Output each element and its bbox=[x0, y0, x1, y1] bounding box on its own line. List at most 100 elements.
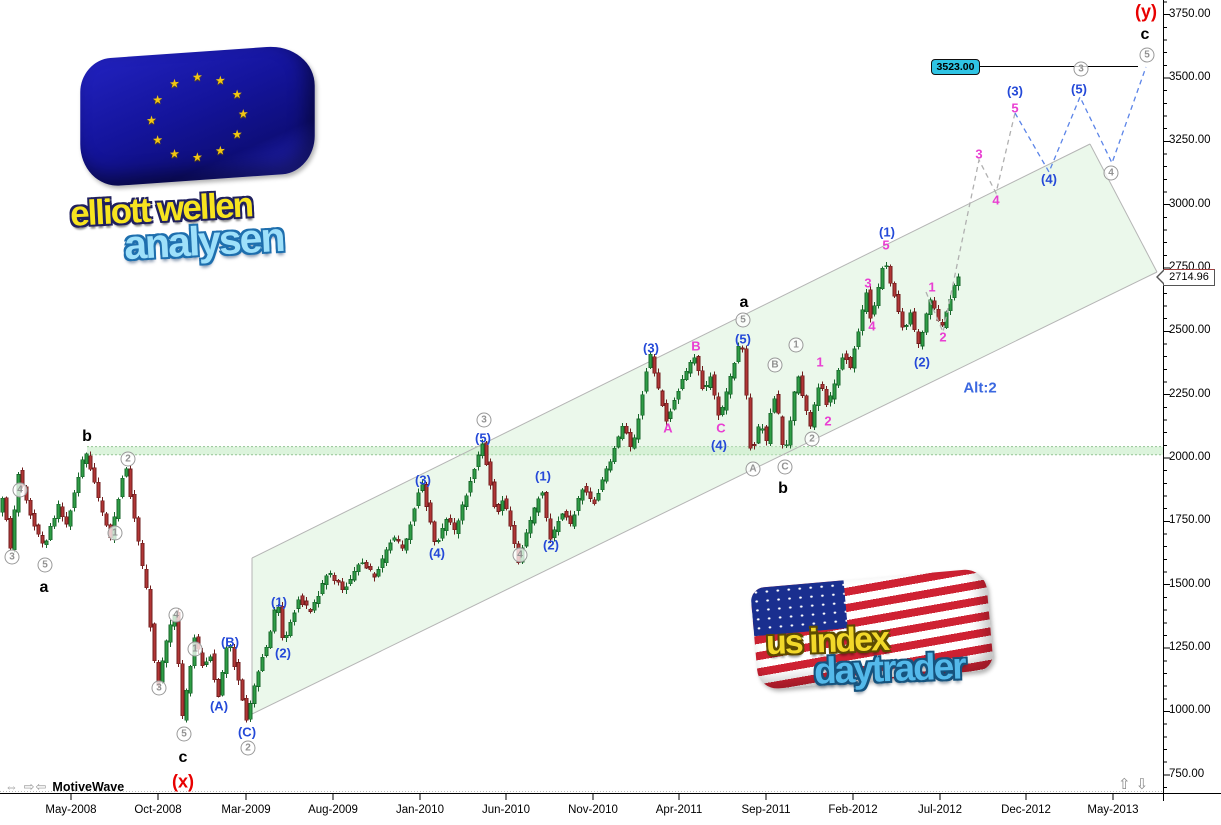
candle bbox=[224, 646, 229, 679]
candle bbox=[220, 669, 225, 697]
wave-label-blue: (5) bbox=[1071, 81, 1087, 97]
wave-label-blue: (4) bbox=[429, 545, 445, 561]
candle bbox=[532, 506, 537, 526]
candle bbox=[728, 373, 733, 399]
candle bbox=[700, 365, 705, 391]
candle bbox=[688, 359, 693, 377]
candle bbox=[664, 399, 669, 427]
candle bbox=[764, 424, 769, 446]
logo-text-analysen: analysen bbox=[122, 213, 285, 269]
star-icon: ★ bbox=[231, 126, 243, 142]
wave-label-blue: (2) bbox=[914, 354, 930, 370]
wave-label-pink: 2 bbox=[939, 329, 947, 345]
candle bbox=[368, 563, 373, 572]
candle bbox=[720, 405, 725, 417]
candle bbox=[560, 512, 565, 522]
wave-label-pink: A bbox=[663, 420, 673, 436]
candle bbox=[336, 579, 341, 586]
price-axis-label: 3000.00 bbox=[1169, 197, 1211, 210]
candle bbox=[740, 345, 745, 353]
scroll-up-icon[interactable]: ⇧ bbox=[1118, 776, 1136, 793]
candle bbox=[912, 307, 917, 332]
candle bbox=[612, 445, 617, 464]
scroll-down-icon[interactable]: ⇩ bbox=[1135, 776, 1154, 793]
candle bbox=[280, 601, 285, 641]
candle bbox=[576, 495, 581, 516]
candle bbox=[592, 497, 597, 506]
elliott-wellen-analysen-logo: ★ ★ ★ ★ ★ ★ ★ ★ ★ ★ ★ ★ elliott wellen analysen bbox=[68, 43, 330, 268]
candle bbox=[252, 683, 257, 708]
candle bbox=[436, 538, 441, 544]
candle bbox=[904, 323, 909, 330]
candle bbox=[64, 511, 69, 528]
candle bbox=[632, 434, 637, 450]
candle bbox=[580, 487, 585, 505]
candle bbox=[604, 466, 609, 484]
candle bbox=[784, 440, 789, 448]
candle bbox=[380, 554, 385, 573]
wave-label-blue: (1) bbox=[271, 594, 287, 610]
candle bbox=[84, 452, 89, 468]
candle bbox=[724, 388, 729, 415]
candle bbox=[348, 575, 353, 586]
candle bbox=[816, 383, 821, 411]
candle bbox=[832, 379, 837, 404]
pan-arrows-icon[interactable]: ⇔ ⇨⇦ bbox=[5, 779, 48, 794]
price-axis-label: 2500.00 bbox=[1169, 324, 1211, 337]
candle bbox=[388, 539, 393, 554]
candle bbox=[548, 513, 553, 544]
candle bbox=[584, 482, 589, 496]
candle bbox=[212, 649, 217, 683]
wave-label-blue: (5) bbox=[475, 430, 491, 446]
wave-label-pink: 5 bbox=[882, 237, 890, 253]
price-axis-label: 750.00 bbox=[1169, 767, 1205, 780]
candle bbox=[492, 479, 497, 509]
candle bbox=[324, 573, 329, 590]
candle bbox=[780, 415, 785, 449]
price-axis-label: 1500.00 bbox=[1169, 577, 1211, 590]
wave-label-pink: 1 bbox=[816, 354, 824, 370]
wave-label-red: (y) bbox=[1135, 1, 1157, 22]
wave-label-blue: (3) bbox=[1007, 83, 1023, 99]
wave-label-circle: 4 bbox=[12, 482, 28, 498]
scale-scroll-buttons[interactable]: ⇧⇩ bbox=[1118, 775, 1153, 793]
wave-label-circle: 3 bbox=[1073, 61, 1089, 77]
candle bbox=[256, 669, 261, 692]
wave-label-circle: 2 bbox=[120, 451, 136, 467]
candle bbox=[0, 496, 5, 517]
wave-label-pink: 2 bbox=[824, 413, 832, 429]
wave-label-blue: (2) bbox=[275, 645, 291, 661]
candle bbox=[344, 582, 349, 595]
candle bbox=[896, 290, 901, 315]
time-axis-label: May-2013 bbox=[1087, 804, 1139, 816]
candle bbox=[652, 354, 657, 377]
candle bbox=[472, 467, 477, 484]
wave-label-circle: A bbox=[745, 461, 761, 477]
candle bbox=[640, 391, 645, 420]
candle bbox=[844, 350, 849, 365]
price-axis-label: 3750.00 bbox=[1169, 7, 1211, 20]
candle bbox=[648, 352, 653, 370]
wave-label-blue: (B) bbox=[220, 634, 240, 650]
time-axis-label: Feb-2012 bbox=[828, 804, 878, 816]
candle bbox=[852, 346, 857, 373]
candle bbox=[208, 654, 213, 663]
candle bbox=[716, 392, 721, 421]
star-icon: ★ bbox=[146, 112, 157, 128]
candle bbox=[500, 496, 505, 516]
wave-label-circle: 1 bbox=[788, 337, 804, 353]
time-axis-label: Dec-2012 bbox=[1001, 804, 1051, 816]
candle bbox=[124, 466, 129, 478]
candle bbox=[352, 566, 357, 583]
candle bbox=[320, 580, 325, 596]
candle bbox=[328, 570, 333, 578]
candle bbox=[428, 499, 433, 525]
candle bbox=[884, 261, 889, 270]
time-axis-label: Apr-2011 bbox=[655, 804, 703, 816]
candle bbox=[92, 462, 97, 484]
candle bbox=[540, 491, 545, 499]
candle bbox=[204, 657, 209, 667]
candle bbox=[732, 361, 737, 381]
star-icon: ★ bbox=[214, 73, 226, 89]
wave-label-circle: C bbox=[777, 459, 793, 475]
